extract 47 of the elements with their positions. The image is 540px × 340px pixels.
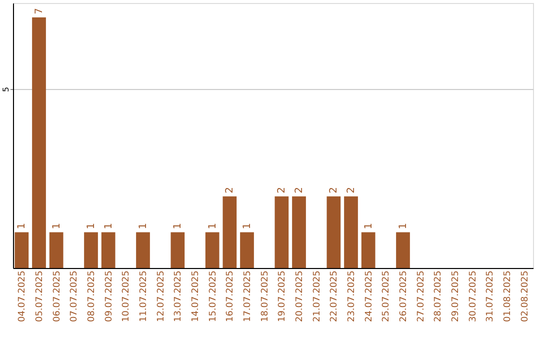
data-label: 1: [103, 222, 114, 230]
data-label: 1: [398, 222, 409, 230]
x-tick-label: 13.07.2025: [174, 270, 184, 322]
x-tick-label: 16.07.2025: [226, 270, 236, 322]
x-tick-label: 20.07.2025: [295, 270, 305, 322]
x-tick-label: 26.07.2025: [399, 270, 409, 322]
x-tick-label: 01.08.2025: [503, 270, 513, 322]
x-tick-label: 14.07.2025: [191, 270, 201, 322]
x-tick-label: 19.07.2025: [278, 270, 288, 322]
data-label: 2: [224, 187, 236, 194]
x-tick-label: 12.07.2025: [156, 270, 166, 322]
x-tick-label: 07.07.2025: [70, 270, 80, 322]
x-tick-label: 10.07.2025: [122, 270, 132, 322]
data-label: 1: [86, 222, 97, 230]
x-tick-label: 31.07.2025: [486, 270, 496, 322]
x-tick-label: 02.08.2025: [520, 270, 530, 322]
x-tick-label: 30.07.2025: [468, 270, 478, 322]
data-label: 2: [294, 187, 305, 194]
x-tick-label: 18.07.2025: [260, 270, 270, 322]
data-label: 1: [138, 222, 149, 230]
x-tick-label: 17.07.2025: [243, 270, 253, 322]
x-tick-label: 23.07.2025: [347, 270, 357, 322]
x-tick-label: 15.07.2025: [208, 270, 218, 322]
x-tick-label: 24.07.2025: [364, 270, 374, 322]
x-tick-label: 22.07.2025: [330, 270, 340, 322]
data-label: 1: [207, 222, 218, 230]
data-label: 1: [363, 222, 374, 230]
data-label: 1: [16, 222, 28, 230]
x-tick-label: 29.07.2025: [451, 270, 461, 322]
x-tick-label: 06.07.2025: [52, 270, 62, 322]
data-label: 1: [172, 222, 184, 230]
y-tick-label: 5: [2, 86, 10, 92]
data-label: 2: [276, 187, 288, 194]
x-tick-label: 21.07.2025: [312, 270, 322, 322]
x-tick-label: 09.07.2025: [104, 270, 114, 322]
x-tick-label: 08.07.2025: [87, 270, 97, 322]
x-tick-label: 11.07.2025: [139, 270, 149, 322]
data-label: 1: [242, 222, 253, 230]
data-label: 2: [346, 187, 357, 194]
x-tick-label: 27.07.2025: [416, 270, 426, 322]
x-tick-label: 28.07.2025: [434, 270, 444, 322]
data-label: 2: [328, 187, 340, 194]
x-tick-label: 04.07.2025: [18, 270, 28, 322]
data-label: 7: [34, 8, 45, 14]
x-tick-label: 25.07.2025: [382, 270, 392, 322]
x-tick-label: 05.07.2025: [35, 270, 45, 322]
data-label: 1: [51, 222, 62, 230]
